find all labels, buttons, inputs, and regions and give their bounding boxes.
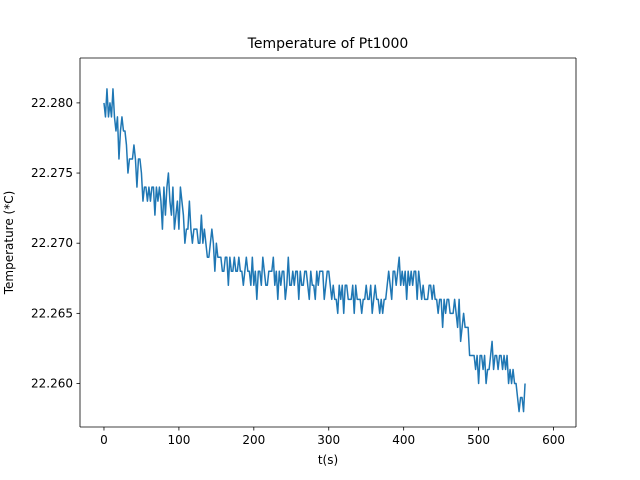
x-tick-label: 200 bbox=[242, 433, 265, 447]
y-tick-label: 22.260 bbox=[31, 377, 73, 391]
y-tick-label: 22.280 bbox=[31, 96, 73, 110]
x-tick-label: 0 bbox=[100, 433, 108, 447]
series-line-0 bbox=[103, 88, 526, 413]
x-axis-ticks: 0 100 200 300 400 500 600 bbox=[100, 427, 565, 447]
plot-area bbox=[80, 58, 576, 427]
series-layer bbox=[103, 88, 526, 413]
x-tick-label: 100 bbox=[167, 433, 190, 447]
x-tick-label: 600 bbox=[542, 433, 565, 447]
x-tick-label: 400 bbox=[392, 433, 415, 447]
y-tick-label: 22.270 bbox=[31, 236, 73, 250]
x-axis-label: t(s) bbox=[318, 453, 338, 467]
y-tick-label: 22.265 bbox=[31, 306, 73, 320]
x-tick-label: 500 bbox=[467, 433, 490, 447]
axes-frame bbox=[79, 57, 577, 428]
x-tick-label: 300 bbox=[317, 433, 340, 447]
y-axis-ticks: 22.260 22.265 22.270 22.275 22.280 bbox=[31, 96, 80, 391]
y-tick-label: 22.275 bbox=[31, 166, 73, 180]
chart-title: Temperature of Pt1000 bbox=[247, 36, 409, 52]
y-axis-label: Temperature (*C) bbox=[2, 191, 16, 296]
